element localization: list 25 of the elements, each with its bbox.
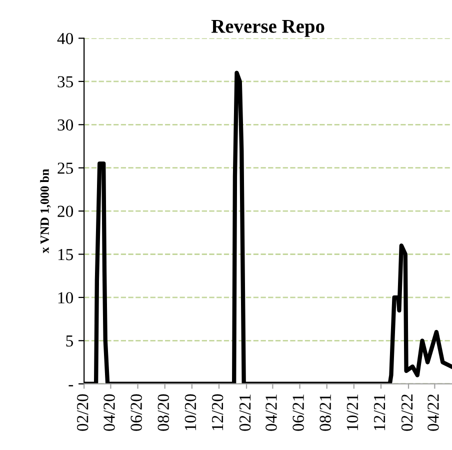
y-tick-label: 25 <box>58 162 74 174</box>
x-tick-label: 08/21 <box>320 394 332 431</box>
y-tick-label: 40 <box>57 32 74 44</box>
x-tick-label: 06/20 <box>130 394 142 431</box>
y-tick-label: 5 <box>66 336 74 347</box>
x-tick-label: 02/21 <box>239 394 251 431</box>
y-tick-label: - <box>68 385 74 386</box>
y-tick-label: 30 <box>58 119 74 131</box>
x-tick-label: 04/20 <box>104 394 115 431</box>
y-tick-label: 20 <box>58 206 74 217</box>
x-tick-label: 10/20 <box>184 394 196 430</box>
y-axis-title: x VND 1,000 bn <box>40 168 51 254</box>
x-tick-label: 10/21 <box>346 394 358 430</box>
x-tick-label: 04/21 <box>266 394 277 431</box>
x-tick-label: 06/21 <box>292 394 304 431</box>
x-tick-label: 12/20 <box>212 394 224 430</box>
y-tick-label: 10 <box>58 292 74 304</box>
y-tick-label: 35 <box>58 76 74 88</box>
x-tick-label: 02/22 <box>401 394 413 431</box>
x-tick-label: 04/22 <box>428 394 439 431</box>
y-tick-label: 15 <box>58 249 74 260</box>
x-tick-label: 12/21 <box>374 394 386 430</box>
x-tick-label: 02/20 <box>76 394 88 431</box>
chart-title: Reverse Repo <box>211 20 324 37</box>
x-tick-label: 08/20 <box>158 394 170 431</box>
